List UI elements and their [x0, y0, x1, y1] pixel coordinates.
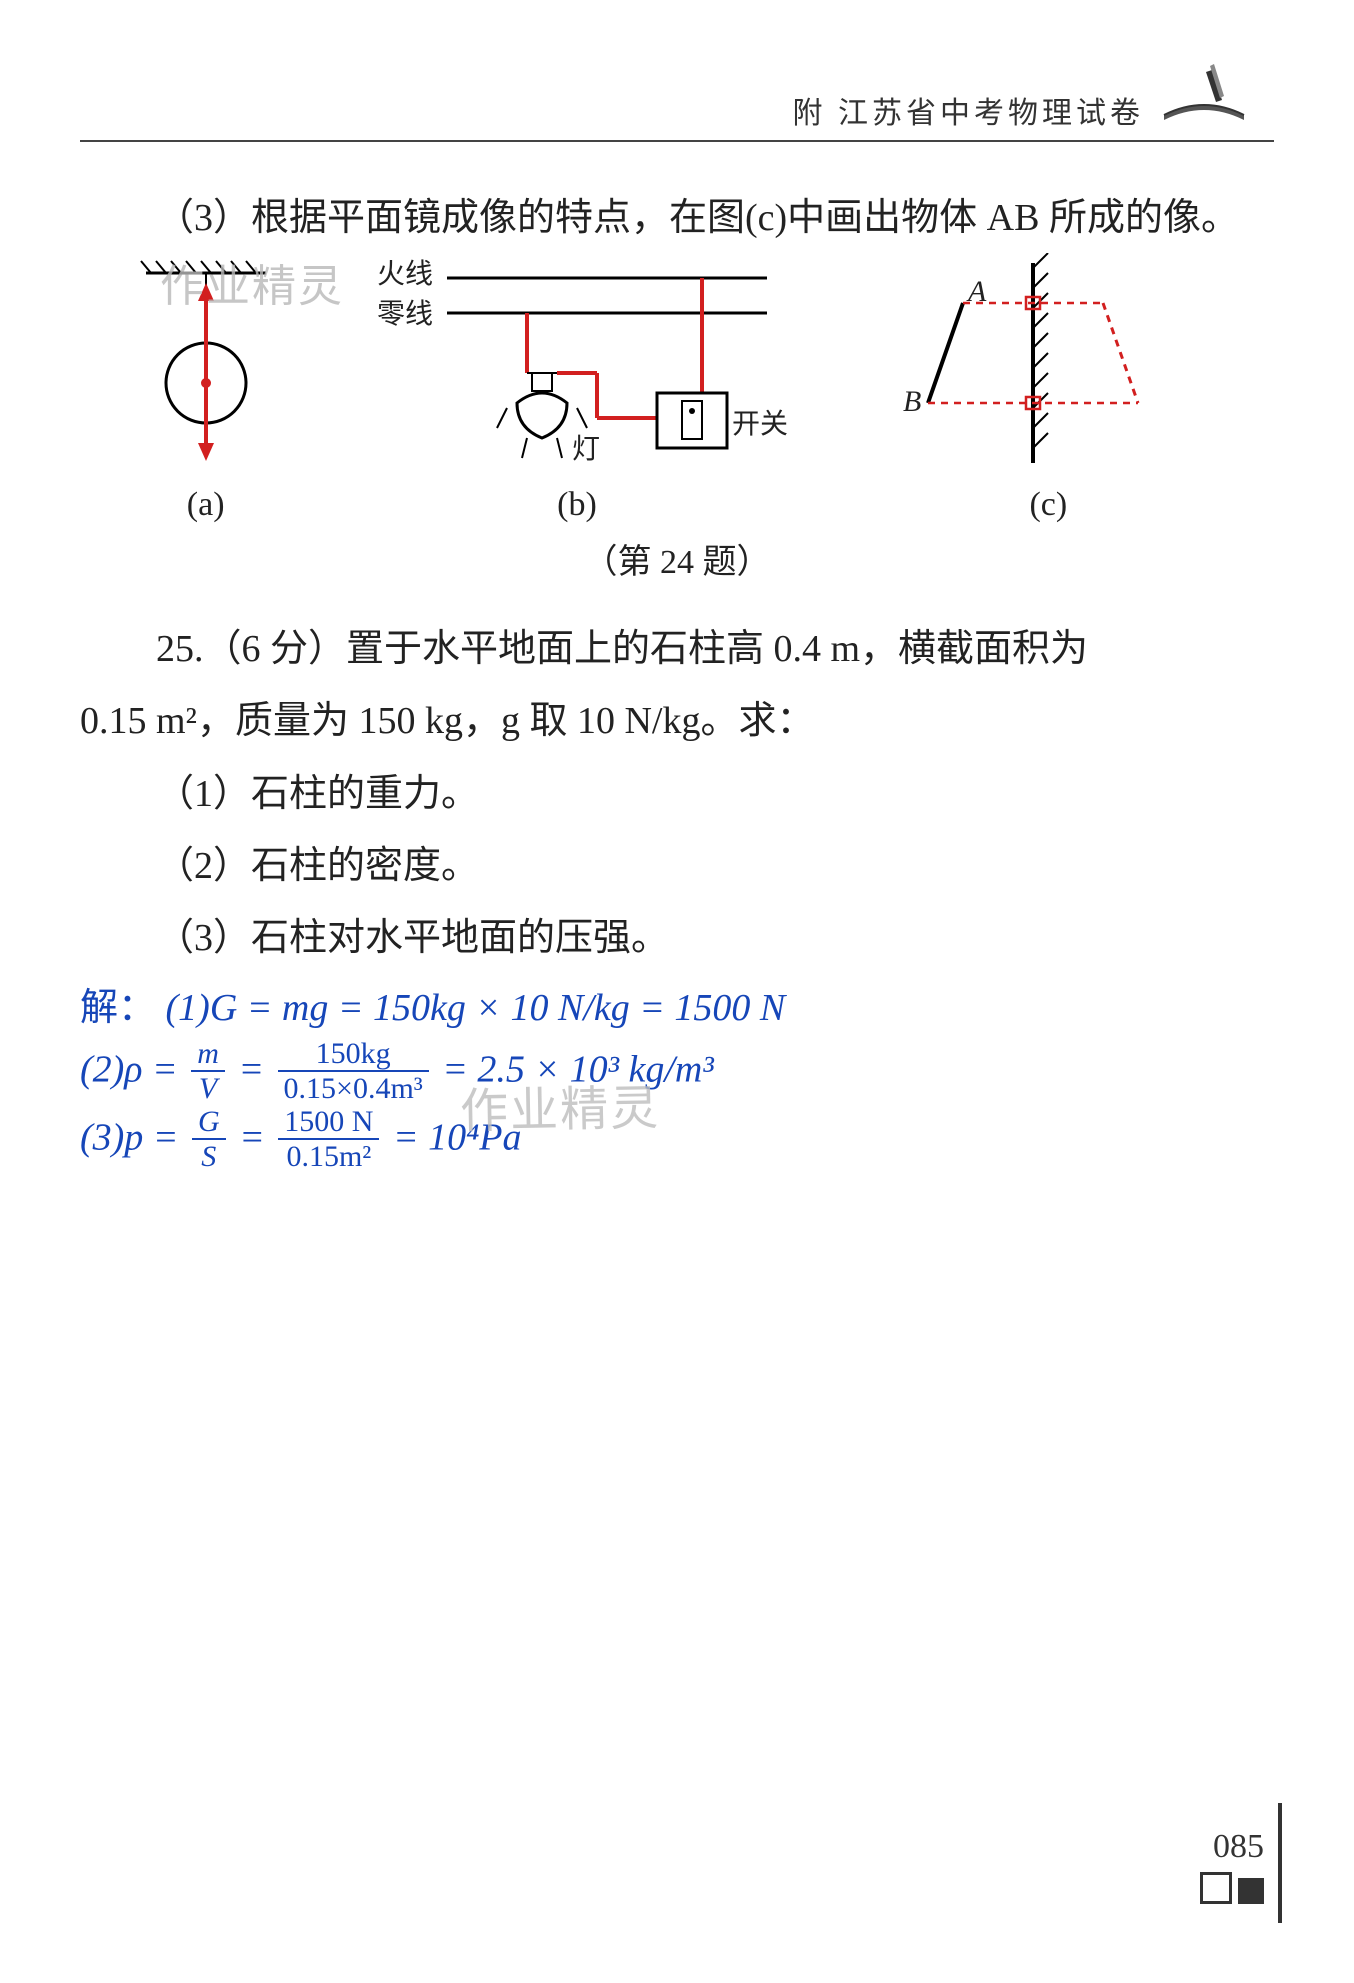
sol-line-3: (3)p = G S = 1500 N 0.15m² = 10⁴Pa	[80, 1107, 1274, 1175]
page-number: 085	[1200, 1828, 1264, 1866]
frac-den: S	[192, 1140, 226, 1173]
page-number-rule	[1278, 1803, 1282, 1923]
frac-m-V: m V	[191, 1037, 225, 1105]
page-mark	[1200, 1872, 1264, 1913]
frac-num: 1500 N	[278, 1105, 379, 1140]
figure-a-label: (a)	[116, 486, 296, 524]
frac-num: 150kg	[278, 1037, 429, 1072]
q25-stem-2: 0.15 m²，质量为 150 kg，g 取 10 N/kg。求：	[80, 685, 1274, 757]
sol3-eq1: =	[239, 1117, 274, 1159]
frac-num: m	[191, 1037, 225, 1072]
figure-b-label: (b)	[367, 486, 787, 524]
figure-c: A B (c)	[858, 253, 1238, 524]
sol-line-2: (2)ρ = m V = 150kg 0.15×0.4m³ = 2.5 × 10…	[80, 1039, 1274, 1107]
frac-den: 0.15m²	[278, 1140, 379, 1173]
frac-1500-area: 1500 N 0.15m²	[278, 1105, 379, 1173]
sol3-lead: (3)p =	[80, 1117, 188, 1159]
neutral-wire-label: 零线	[377, 298, 433, 330]
page-header: 附 江苏省中考物理试卷	[80, 60, 1274, 142]
frac-G-S: G S	[192, 1105, 226, 1173]
sol2-lead: (2)ρ =	[80, 1049, 187, 1091]
sol2-eq1: =	[238, 1049, 273, 1091]
page: 附 江苏省中考物理试卷 作业精灵 （3）根据平面镜成像的特点，在图(c)中画出物…	[0, 0, 1354, 1983]
frac-num: G	[192, 1105, 226, 1140]
sol-line-1: 解： (1)G = mg = 150kg × 10 N/kg = 1500 N	[80, 978, 1274, 1039]
point-B: B	[903, 385, 921, 418]
q24-caption: （第 24 题）	[80, 534, 1274, 583]
square-open-icon	[1200, 1872, 1232, 1904]
header-text: 附 江苏省中考物理试卷	[793, 88, 1145, 132]
q25-p2: （2）石柱的密度。	[80, 830, 1274, 902]
figure-c-svg: A B	[858, 253, 1238, 473]
sol1-expr: (1)G = mg = 150kg × 10 N/kg = 1500 N	[166, 987, 786, 1029]
sol-prefix: 解：	[80, 987, 156, 1029]
q25-p3: （3）石柱对水平地面的压强。	[80, 902, 1274, 974]
square-fill-icon	[1238, 1878, 1264, 1904]
q25-stem-1: 25.（6 分）置于水平地面上的石柱高 0.4 m，横截面积为	[80, 613, 1274, 685]
q25-solution: 解： (1)G = mg = 150kg × 10 N/kg = 1500 N …	[80, 978, 1274, 1175]
book-icon	[1154, 60, 1254, 135]
lamp-label: 灯	[572, 433, 600, 465]
page-number-block: 085	[1200, 1828, 1264, 1913]
switch-label: 开关	[732, 408, 787, 440]
watermark-2: 作业精灵	[459, 1068, 660, 1141]
q24-part3-text: （3）根据平面镜成像的特点，在图(c)中画出物体 AB 所成的像。	[80, 182, 1274, 254]
frac-150-vol: 150kg 0.15×0.4m³	[278, 1037, 429, 1105]
fire-wire-label: 火线	[377, 258, 433, 290]
watermark-1: 作业精灵	[160, 250, 344, 314]
figure-c-label: (c)	[858, 486, 1238, 524]
figure-b-svg: 火线 零线 灯	[367, 253, 787, 473]
frac-den: 0.15×0.4m³	[278, 1072, 429, 1105]
figure-b: 火线 零线 灯	[367, 253, 787, 524]
frac-den: V	[191, 1072, 225, 1105]
q25-p1: （1）石柱的重力。	[80, 758, 1274, 830]
